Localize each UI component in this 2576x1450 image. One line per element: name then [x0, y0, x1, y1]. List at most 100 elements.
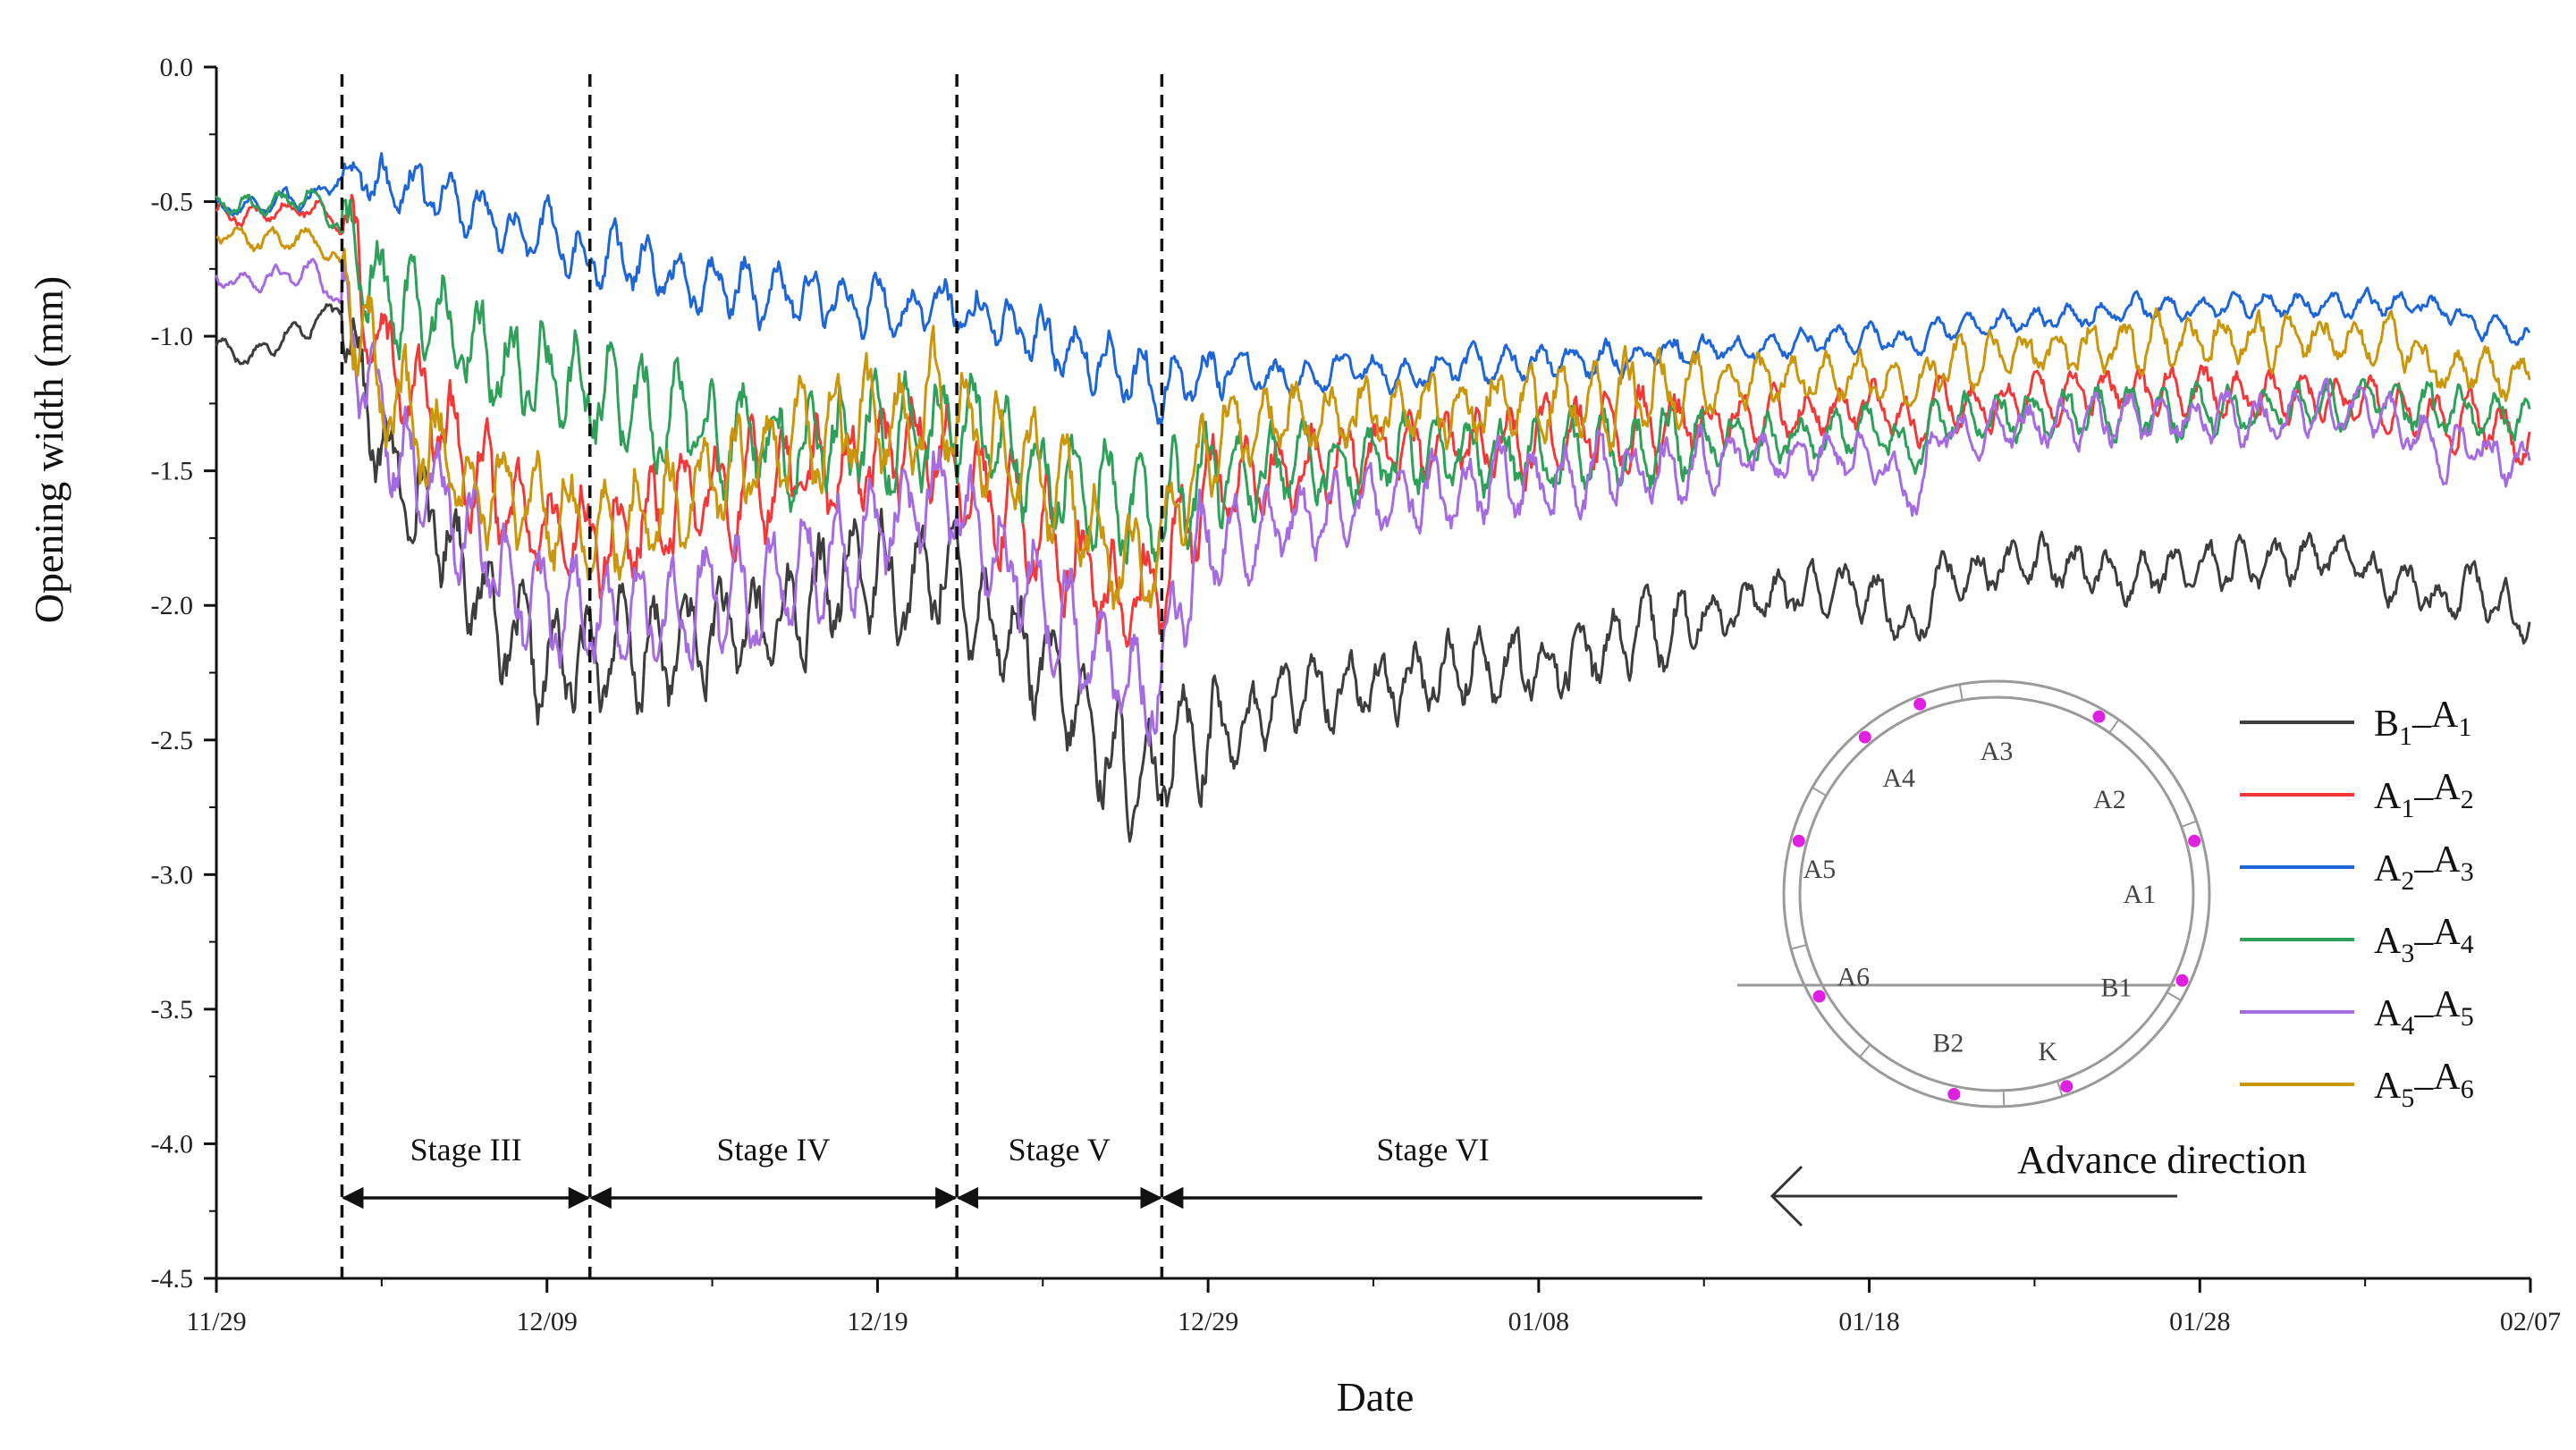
series-line-a4a5: [215, 255, 2531, 747]
stage-label: Stage III: [410, 1132, 522, 1168]
x-tick-label: 01/28: [2169, 1307, 2230, 1336]
legend-label-part: –: [2413, 993, 2434, 1034]
series-line-a2a3: [216, 152, 2531, 426]
stage-layer: Stage III Stage IV Stage V Stage VI: [340, 74, 1702, 1278]
y-tick-label: -2.0: [151, 591, 194, 620]
legend-label-part: –: [2413, 1066, 2434, 1107]
ring-joint: [2181, 820, 2197, 828]
legend-label: A3–A4: [2374, 912, 2474, 968]
ring-segment-label: K: [2038, 1037, 2057, 1066]
y-tick-label: -3.0: [151, 860, 194, 889]
bolt-marker: [2092, 710, 2106, 723]
legend-label-part: 5: [2401, 1083, 2414, 1113]
x-tick-label: 12/29: [1178, 1307, 1238, 1336]
legend-label-part: A: [2431, 695, 2459, 736]
ring-joint: [1859, 1043, 1871, 1058]
x-tick-label: 12/19: [847, 1307, 908, 1336]
ring-joint: [1790, 943, 1807, 950]
ring-segment-label: A5: [1803, 855, 1837, 884]
x-tick-label: 01/18: [1838, 1307, 1899, 1336]
legend-label-part: A: [2374, 921, 2402, 962]
legend-label-part: 1: [2401, 794, 2414, 823]
legend-label-part: A: [2433, 912, 2461, 953]
ring-inner: [1798, 695, 2195, 1092]
legend-label-part: 3: [2461, 857, 2474, 887]
legend-label: A1–A2: [2374, 767, 2474, 823]
ring-segment-label: B2: [1932, 1028, 1964, 1058]
legend-label-part: A: [2374, 776, 2402, 817]
ring-segment-label: A2: [2093, 785, 2126, 814]
segment-ring-inset: A3 A2 A1 B1 K B2 A6 A5 A4 Advance direction: [1737, 679, 2307, 1227]
y-tick-label: -2.5: [151, 726, 194, 755]
legend-label-part: 3: [2401, 939, 2414, 968]
legend-label-part: A: [2433, 984, 2461, 1025]
axes: 0.0 -0.5 -1.0 -1.5 -2.0 -2.5 -3.0 -3.5 -4.0 -4.5 1…: [151, 53, 2562, 1336]
bolt-marker: [1812, 990, 1826, 1003]
legend-label-part: –: [2413, 776, 2434, 817]
bolt-marker: [2175, 974, 2189, 987]
legend-label-part: 1: [2399, 721, 2412, 751]
ring-joint: [2002, 1090, 2006, 1107]
advance-arrow-head: [1769, 1165, 1803, 1227]
x-tick-label: 01/08: [1508, 1307, 1569, 1336]
x-tick-label: 02/07: [2500, 1307, 2561, 1336]
legend-label: A2–A3: [2374, 839, 2474, 896]
ring-joint: [2108, 719, 2120, 734]
x-tick-label: 11/29: [186, 1307, 246, 1336]
y-axis-title: Opening width (mm): [26, 276, 72, 623]
legend-label-part: A: [2374, 848, 2402, 889]
legend-label: A5–A6: [2374, 1057, 2474, 1113]
legend-label-part: –: [2413, 921, 2434, 962]
series-line-b1a1: [215, 303, 2531, 843]
bolt-marker: [1858, 730, 1871, 744]
y-tick-label: -1.0: [151, 322, 194, 351]
ring-joint: [1958, 684, 1964, 701]
stage-label: Stage VI: [1376, 1132, 1489, 1168]
legend-label-part: –: [2411, 704, 2432, 745]
legend-label-part: A: [2374, 993, 2402, 1034]
y-tick-label: -4.0: [151, 1129, 194, 1159]
legend-label-part: 4: [2461, 930, 2474, 959]
legend-label-part: 2: [2401, 866, 2414, 896]
legend-label-part: B: [2374, 704, 2399, 745]
ring-segment-label: A3: [1981, 737, 2014, 766]
legend-label-part: A: [2433, 839, 2461, 881]
bolt-marker: [2060, 1080, 2073, 1093]
bolt-marker: [1947, 1087, 1961, 1100]
bolt-marker: [2188, 834, 2201, 847]
ring-segment-label: B1: [2100, 974, 2132, 1003]
legend-label-part: 6: [2461, 1075, 2474, 1104]
legend-label: A4–A5: [2374, 984, 2474, 1041]
ring-outer: [1782, 679, 2211, 1109]
legend-label-part: 4: [2401, 1011, 2414, 1041]
stage-label: Stage V: [1009, 1132, 1111, 1168]
ring-joint: [2166, 991, 2182, 1001]
y-tick-label: -1.5: [151, 457, 194, 486]
ring-joint: [1812, 787, 1827, 797]
stage-label: Stage IV: [716, 1132, 830, 1168]
y-tick-label: 0.0: [160, 53, 194, 82]
legend-label-part: 2: [2461, 785, 2474, 814]
legend-label-part: –: [2413, 848, 2434, 889]
legend-label-part: A: [2433, 767, 2461, 808]
legend-label-part: A: [2433, 1057, 2461, 1098]
advance-direction-label: Advance direction: [2017, 1138, 2307, 1182]
y-tick-label: -3.5: [151, 995, 194, 1024]
ring-segment-label: A1: [2124, 880, 2157, 909]
ring-segment-label: A6: [1837, 963, 1870, 992]
bolt-marker: [1913, 697, 1927, 711]
x-tick-label: 12/09: [517, 1307, 578, 1336]
bolt-marker: [1792, 834, 1805, 847]
y-tick-label: -0.5: [151, 188, 194, 217]
legend-label-part: 1: [2458, 712, 2471, 742]
series-line-a5a6: [215, 225, 2531, 611]
y-tick-label: -4.5: [151, 1264, 194, 1294]
ring-segment-label: A4: [1882, 763, 1915, 793]
x-axis-title: Date: [1337, 1374, 1415, 1420]
series-line-a3a4: [215, 188, 2531, 565]
legend-label-part: 5: [2461, 1002, 2474, 1032]
legend-label-part: A: [2374, 1066, 2402, 1107]
ring-joint: [2057, 1080, 2064, 1097]
